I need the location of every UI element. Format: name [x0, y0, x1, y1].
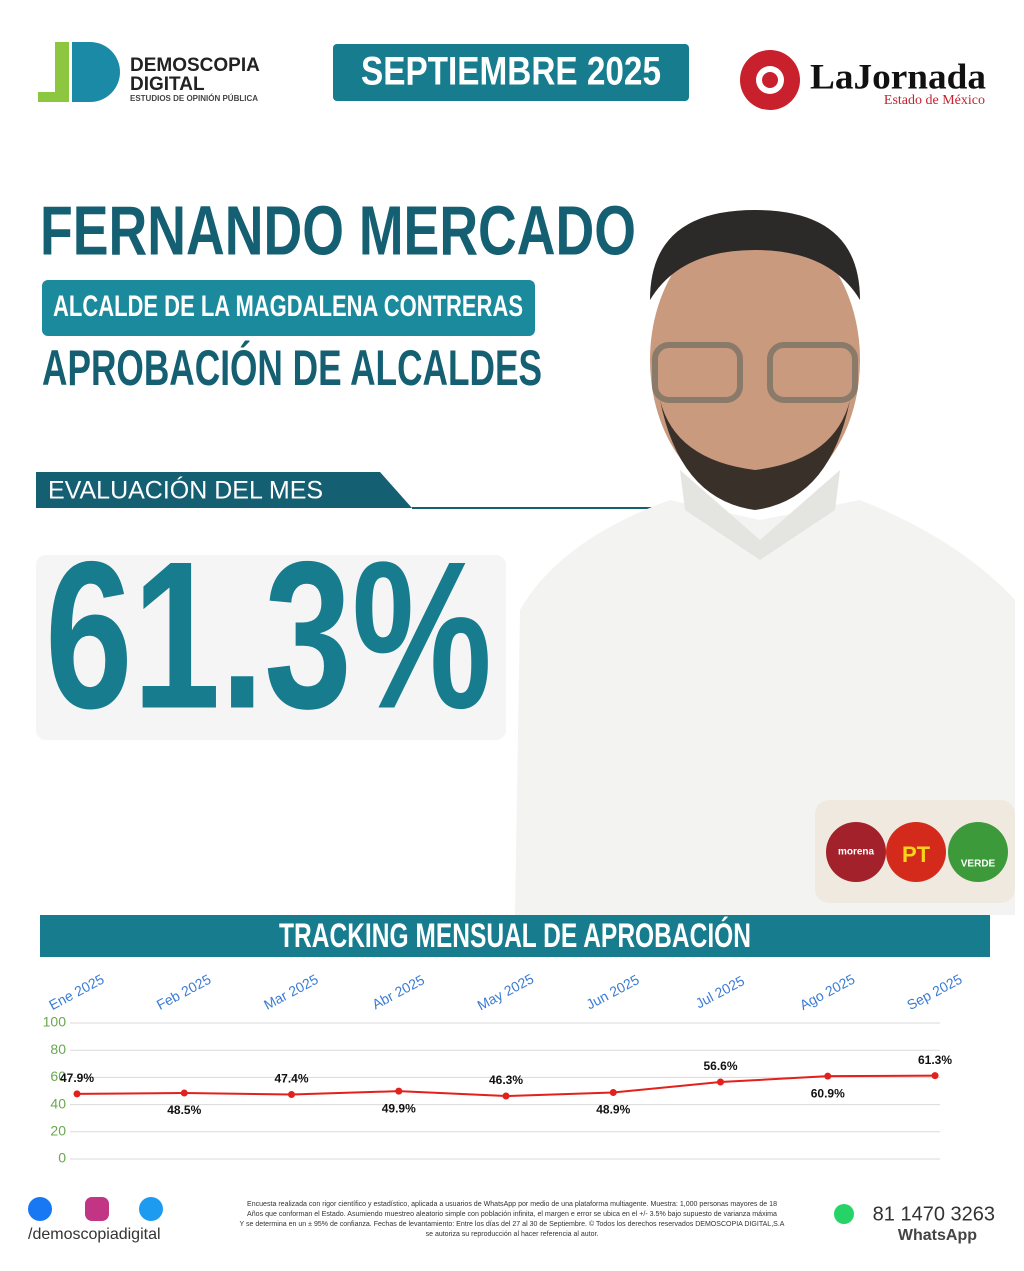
y-tick-label: 60	[50, 1068, 66, 1084]
phone: 81 1470 3263	[873, 1203, 995, 1225]
data-point	[288, 1091, 295, 1099]
data-label: 46.3%	[489, 1073, 523, 1087]
data-label: 61.3%	[918, 1053, 952, 1067]
party-name: PT	[902, 842, 931, 867]
party-name: morena	[838, 847, 875, 858]
data-label: 48.5%	[167, 1103, 201, 1117]
whatsapp-icon[interactable]	[834, 1204, 854, 1224]
partner-name: LaJornada	[810, 56, 986, 96]
chart-title-band	[40, 915, 990, 957]
date-badge	[333, 44, 689, 101]
y-tick-label: 0	[58, 1150, 66, 1166]
party-logo	[826, 822, 886, 882]
data-point	[609, 1088, 617, 1096]
person-role: ALCALDE DE LA MAGDALENA CONTRERAS	[53, 290, 523, 323]
y-tick-label: 100	[43, 1014, 67, 1030]
role-badge	[42, 280, 535, 336]
topic: APROBACIÓN DE ALCALDES	[42, 340, 542, 396]
brand-tagline: ESTUDIOS DE OPINIÓN PÚBLICA	[130, 94, 258, 103]
brand-logo	[38, 42, 120, 102]
disclaimer: se autoriza su reproducción al hacer ref…	[426, 1231, 599, 1238]
instagram-icon[interactable]	[85, 1197, 109, 1221]
y-tick-label: 20	[50, 1123, 66, 1139]
disclaimer: Años que conforman el Estado. Asumiendo …	[247, 1211, 777, 1218]
party-name: VERDE	[961, 859, 996, 870]
evaluation-band	[36, 472, 412, 508]
y-tick-label: 80	[50, 1041, 66, 1057]
brand-name2: DIGITAL	[130, 74, 205, 95]
party-logo	[886, 822, 946, 882]
date: SEPTIEMBRE 2025	[361, 50, 661, 94]
data-label: 60.9%	[811, 1086, 845, 1100]
facebook-icon[interactable]	[28, 1197, 52, 1221]
data-point	[717, 1078, 724, 1086]
evaluation-box	[36, 555, 506, 740]
party-logo	[948, 822, 1008, 882]
data-point	[395, 1087, 403, 1095]
evaluation-label: EVALUACIÓN DEL MES	[48, 476, 323, 505]
data-label: 47.9%	[60, 1071, 94, 1085]
data-point	[73, 1090, 81, 1098]
twitter-icon[interactable]	[139, 1197, 163, 1221]
data-label: 49.9%	[382, 1101, 416, 1115]
data-point	[824, 1072, 832, 1080]
chart-title: TRACKING MENSUAL DE APROBACIÓN	[279, 917, 751, 955]
partner-subtitle: Estado de México	[884, 93, 985, 108]
disclaimer: Encuesta realizada con rigor científico …	[247, 1201, 777, 1208]
social-handle: /demoscopiadigital	[28, 1226, 161, 1243]
whatsapp-label: WhatsApp	[898, 1227, 977, 1244]
data-point	[180, 1089, 188, 1097]
data-point	[931, 1072, 939, 1080]
data-point	[502, 1092, 510, 1100]
data-label: 56.6%	[703, 1059, 737, 1073]
partner-logo	[740, 50, 800, 110]
person-name: FERNANDO MERCADO	[40, 191, 636, 269]
data-label: 47.4%	[274, 1072, 308, 1086]
evaluation-value: 61.3%	[45, 517, 492, 752]
disclaimer: Y se determina en un ± 95% de confianza.…	[240, 1220, 785, 1228]
y-tick-label: 40	[50, 1095, 66, 1111]
data-label: 48.9%	[596, 1103, 630, 1117]
brand-name: DEMOSCOPIA	[130, 55, 260, 76]
